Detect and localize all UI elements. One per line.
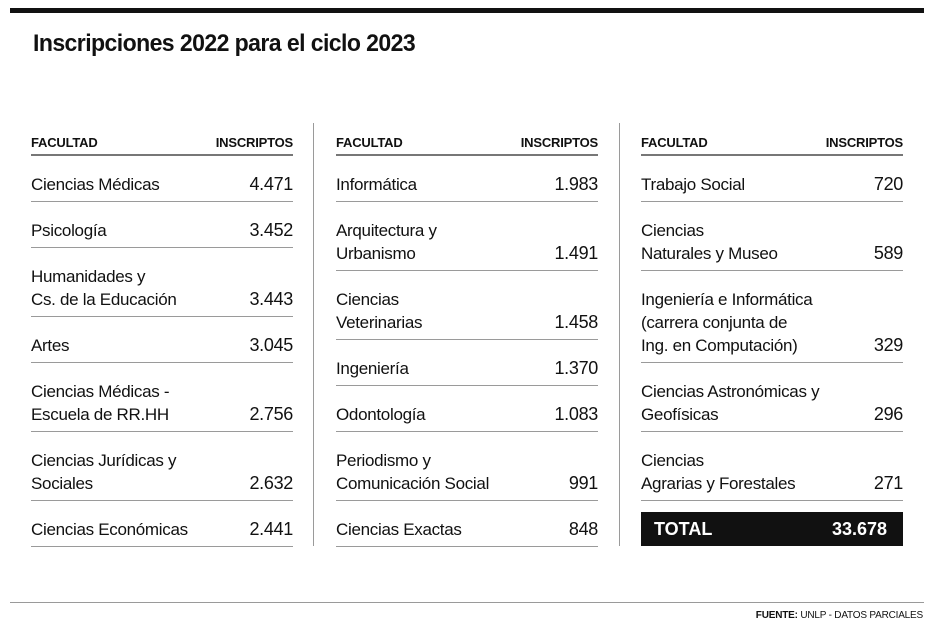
table-row: Ciencias Astronómicas y Geofísicas 296: [641, 363, 903, 432]
header-inscriptos: INSCRIPTOS: [215, 135, 293, 150]
source-label: FUENTE:: [755, 610, 798, 621]
column-header: FACULTAD INSCRIPTOS: [336, 120, 598, 156]
faculty-name: Ciencias Jurídicas y Sociales: [31, 451, 177, 493]
enrollment-count: 1.083: [554, 404, 598, 424]
faculty-name: Ciencias Agrarias y Forestales: [641, 451, 796, 493]
table-row: Ciencias Jurídicas y Sociales 2.632: [31, 432, 293, 501]
faculty-name: Ciencias Exactas: [336, 520, 462, 539]
column-1: FACULTAD INSCRIPTOS Ciencias Médicas 4.47…: [31, 120, 293, 547]
column-divider: [619, 123, 620, 546]
enrollment-count: 3.452: [249, 220, 293, 240]
rows-column-2: Informática 1.983 Arquitectura y Urbanismo…: [336, 156, 598, 547]
header-facultad: FACULTAD: [336, 135, 403, 150]
faculty-name: Ciencias Astronómicas y Geofísicas: [641, 382, 820, 424]
table-row: Ciencias Exactas 848: [336, 501, 598, 547]
enrollment-count: 991: [568, 473, 598, 493]
table-row: Ciencias Veterinarias 1.458: [336, 271, 598, 340]
enrollment-count: 329: [873, 335, 903, 355]
table-row: Ciencias Agrarias y Forestales 271: [641, 432, 903, 501]
table-row: Humanidades y Cs. de la Educación 3.443: [31, 248, 293, 317]
enrollment-count: 1.491: [554, 243, 598, 263]
faculty-name: Ciencias Naturales y Museo: [641, 221, 778, 263]
faculty-name: Periodismo y Comunicación Social: [336, 451, 490, 493]
column-divider: [313, 123, 314, 546]
rows-column-3: Trabajo Social 720 Ciencias Naturales y Mu…: [641, 156, 903, 501]
enrollment-count: 720: [873, 174, 903, 194]
rows-column-1: Ciencias Médicas 4.471 Psicología 3.452 Huma…: [31, 156, 293, 547]
faculty-name: Arquitectura y Urbanismo: [336, 221, 437, 263]
page-title: Inscripciones 2022 para el ciclo 2023: [33, 30, 416, 57]
total-row: TOTAL 33.678: [641, 512, 903, 546]
bottom-rule: [10, 602, 924, 603]
faculty-name: Ingeniería: [336, 359, 409, 378]
enrollment-count: 296: [873, 404, 903, 424]
enrollment-count: 2.756: [249, 404, 293, 424]
enrollment-count: 1.458: [554, 312, 598, 332]
faculty-name: Ciencias Veterinarias: [336, 290, 423, 332]
faculty-name: Humanidades y Cs. de la Educación: [31, 267, 177, 309]
table-row: Ciencias Económicas 2.441: [31, 501, 293, 547]
faculty-name: Ingeniería e Informática (carrera conjun…: [641, 290, 813, 355]
table-row: Psicología 3.452: [31, 202, 293, 248]
table-row: Ingeniería 1.370: [336, 340, 598, 386]
column-header: FACULTAD INSCRIPTOS: [641, 120, 903, 156]
header-facultad: FACULTAD: [31, 135, 98, 150]
column-3: FACULTAD INSCRIPTOS Trabajo Social 720 Cie…: [641, 120, 903, 546]
enrollment-count: 1.983: [554, 174, 598, 194]
enrollment-count: 271: [873, 473, 903, 493]
header-facultad: FACULTAD: [641, 135, 708, 150]
enrollment-count: 848: [568, 519, 598, 539]
column-header: FACULTAD INSCRIPTOS: [31, 120, 293, 156]
column-2: FACULTAD INSCRIPTOS Informática 1.983 Arqu…: [336, 120, 598, 547]
top-rule: [10, 8, 924, 13]
table-row: Ciencias Médicas 4.471: [31, 156, 293, 202]
total-value: 33.678: [831, 518, 887, 539]
table-row: Ciencias Naturales y Museo 589: [641, 202, 903, 271]
faculty-name: Odontología: [336, 405, 426, 424]
enrollment-count: 3.443: [249, 289, 293, 309]
table-row: Trabajo Social 720: [641, 156, 903, 202]
enrollment-count: 2.441: [249, 519, 293, 539]
total-label: TOTAL: [654, 518, 713, 539]
faculty-name: Artes: [31, 336, 70, 355]
source-text: UNLP - DATOS PARCIALES: [797, 610, 923, 621]
faculty-name: Ciencias Médicas - Escuela de RR.HH: [31, 382, 170, 424]
faculty-name: Informática: [336, 175, 417, 194]
enrollment-count: 4.471: [249, 174, 293, 194]
header-inscriptos: INSCRIPTOS: [825, 135, 903, 150]
enrollment-count: 2.632: [249, 473, 293, 493]
header-inscriptos: INSCRIPTOS: [520, 135, 598, 150]
source-note: FUENTE: UNLP - DATOS PARCIALES: [756, 610, 923, 621]
enrollment-count: 1.370: [554, 358, 598, 378]
table-row: Arquitectura y Urbanismo 1.491: [336, 202, 598, 271]
table-row: Artes 3.045: [31, 317, 293, 363]
faculty-name: Ciencias Médicas: [31, 175, 160, 194]
faculty-name: Ciencias Económicas: [31, 520, 188, 539]
table-row: Informática 1.983: [336, 156, 598, 202]
table-row: Ciencias Médicas - Escuela de RR.HH 2.756: [31, 363, 293, 432]
table-row: Periodismo y Comunicación Social 991: [336, 432, 598, 501]
enrollment-count: 589: [873, 243, 903, 263]
table-row: Odontología 1.083: [336, 386, 598, 432]
faculty-name: Trabajo Social: [641, 175, 745, 194]
table-row: Ingeniería e Informática (carrera conjun…: [641, 271, 903, 363]
enrollment-count: 3.045: [249, 335, 293, 355]
faculty-name: Psicología: [31, 221, 107, 240]
